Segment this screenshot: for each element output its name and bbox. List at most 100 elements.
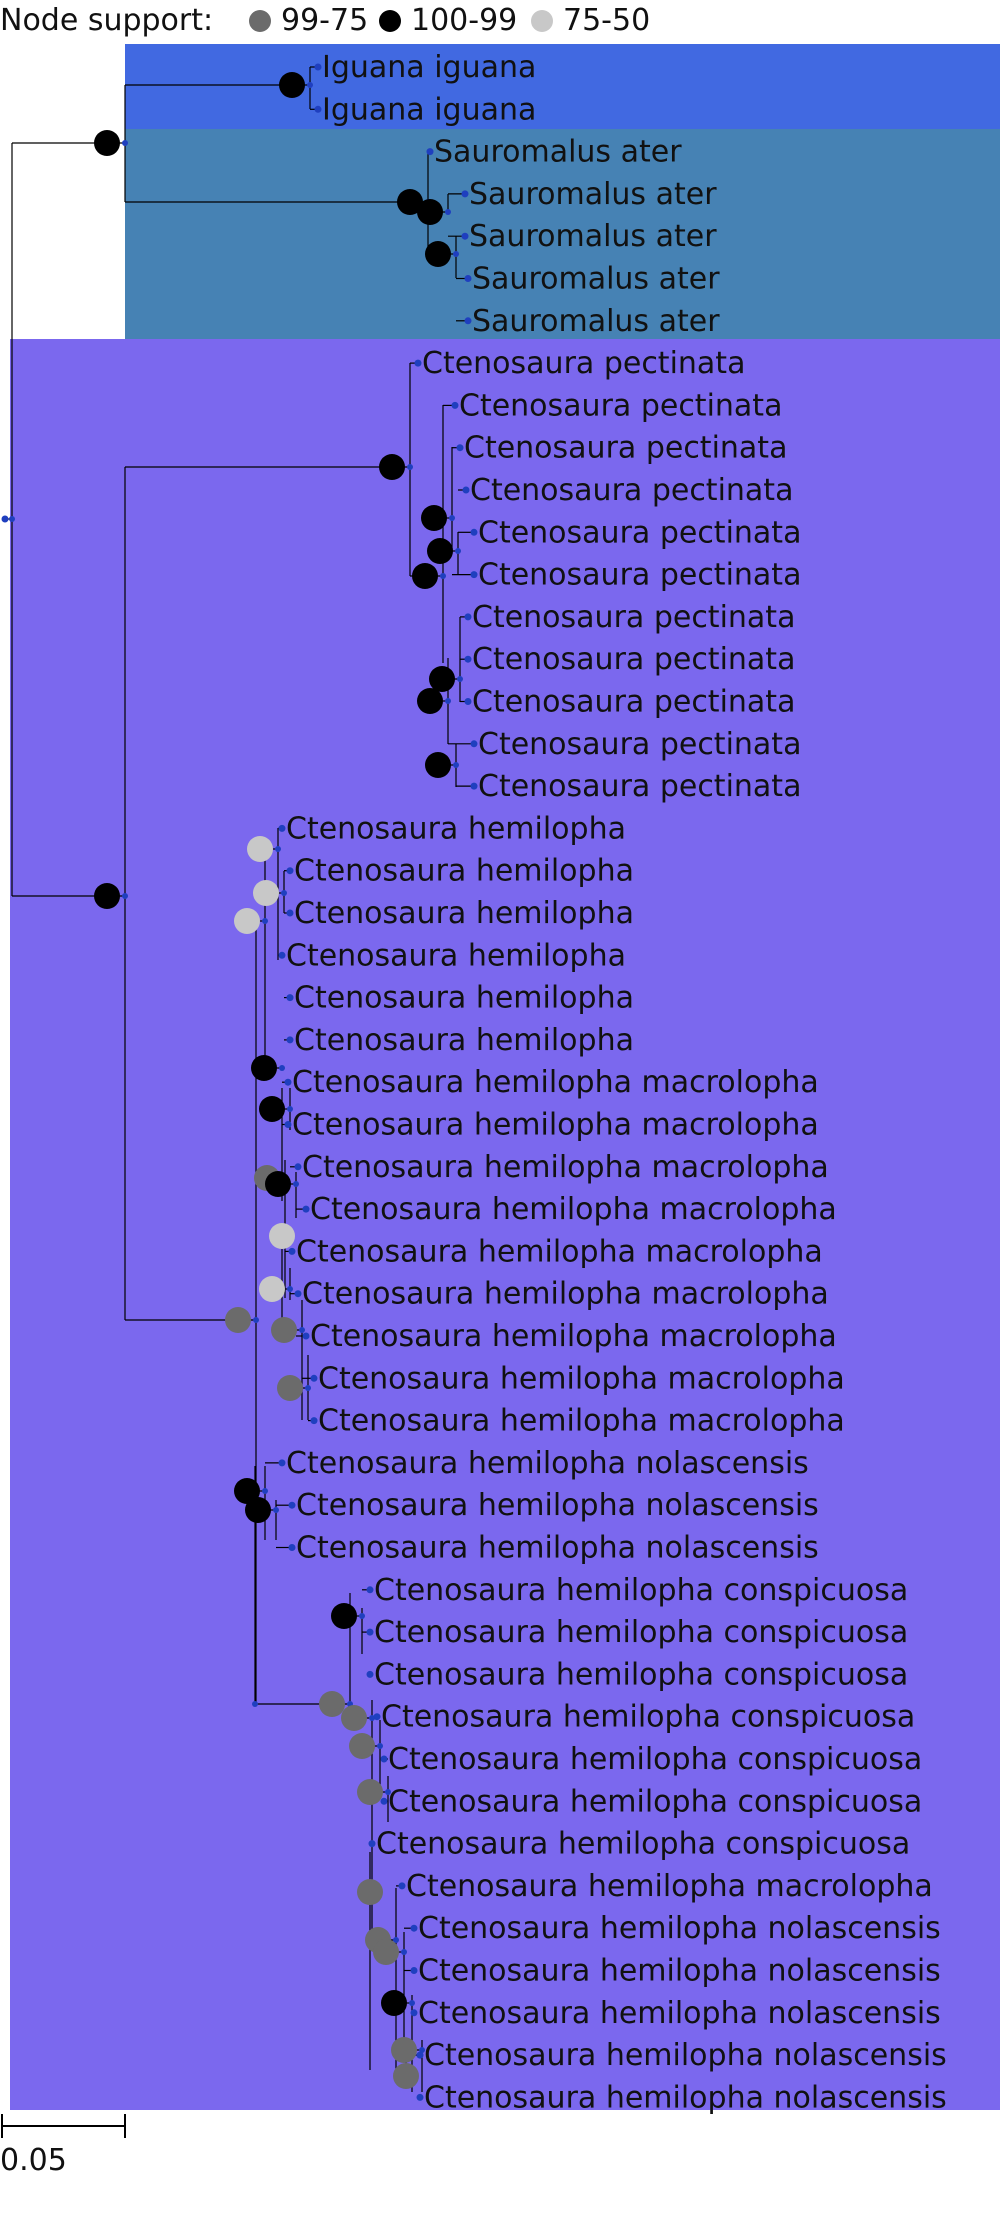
- tip-dot: [366, 1670, 374, 1678]
- support-node-icon: [425, 752, 451, 778]
- legend-swatch-75-50-icon: [531, 10, 553, 32]
- support-node-icon: [279, 72, 305, 98]
- tip-dot: [464, 275, 472, 282]
- tip-label: Ctenosaura hemilopha: [294, 1023, 634, 1058]
- tip-label: Ctenosaura hemilopha nolascensis: [296, 1488, 819, 1523]
- tip-dot: [456, 444, 464, 452]
- tip-label: Ctenosaura hemilopha nolascensis: [418, 1954, 941, 1989]
- iguana-clade-highlight: [125, 44, 1000, 129]
- tip-label: Ctenosaura pectinata: [478, 727, 801, 762]
- tip-dot: [416, 2051, 424, 2059]
- tip-label: Ctenosaura hemilopha macrolopha: [292, 1065, 819, 1100]
- tip-label: Ctenosaura hemilopha nolascensis: [418, 1911, 941, 1946]
- ctenosaura-clade-highlight: [10, 339, 1000, 2110]
- support-node-icon: [429, 666, 455, 692]
- scale-bar-label: 0.05: [0, 2143, 67, 2178]
- tip-label: Ctenosaura hemilopha macrolopha: [292, 1108, 819, 1143]
- tip-dot: [464, 698, 472, 705]
- support-node-icon: [393, 2063, 419, 2089]
- tip-dot: [366, 1586, 374, 1594]
- node-dot: [281, 890, 287, 896]
- node-dot: [262, 1488, 268, 1494]
- tip-label: Sauromalus ater: [434, 135, 682, 170]
- tip-label: Sauromalus ater: [472, 262, 720, 297]
- tip-dot: [286, 867, 294, 875]
- support-node-icon: [421, 505, 447, 531]
- support-node-icon: [391, 2037, 417, 2063]
- tip-dot: [288, 1501, 296, 1509]
- support-node-icon: [412, 563, 438, 589]
- tip-dot: [464, 317, 472, 325]
- node-dot: [385, 1789, 391, 1795]
- node-dot: [287, 1286, 293, 1292]
- tip-label: Ctenosaura hemilopha macrolopha: [406, 1869, 933, 1904]
- node-dot: [455, 548, 461, 554]
- node-dot: [419, 2047, 425, 2053]
- node-dot: [409, 2000, 415, 2006]
- tip-dot: [294, 1163, 302, 1171]
- tip-label: Ctenosaura hemilopha macrolopha: [296, 1234, 823, 1269]
- tip-label: Iguana iguana: [322, 50, 536, 85]
- support-node-icon: [234, 1478, 260, 1504]
- support-node-icon: [245, 1497, 271, 1523]
- support-node-icon: [349, 1733, 375, 1759]
- sauromalus-clade-highlight: [125, 129, 1000, 339]
- legend-label-99-75: 99-75: [281, 3, 368, 38]
- tip-label: Ctenosaura hemilopha nolascensis: [424, 2080, 947, 2115]
- tip-dot: [368, 1840, 376, 1848]
- tip-label: Ctenosaura hemilopha conspicuosa: [374, 1615, 908, 1650]
- tip-dot: [416, 2093, 424, 2101]
- tip-label: Ctenosaura hemilopha macrolopha: [302, 1150, 829, 1185]
- support-node-icon: [269, 1223, 295, 1249]
- support-node-icon: [225, 1307, 251, 1333]
- support-node-icon: [271, 1317, 297, 1343]
- node-dot: [369, 1715, 375, 1721]
- tip-label: Ctenosaura pectinata: [472, 600, 795, 635]
- tip-label: Ctenosaura hemilopha nolascensis: [424, 2038, 947, 2073]
- legend-swatch-99-75-icon: [249, 10, 271, 32]
- support-nodes: [94, 72, 455, 2089]
- tip-label: Ctenosaura hemilopha conspicuosa: [376, 1827, 910, 1862]
- tip-dot: [410, 1967, 418, 1974]
- tip-dot: [286, 994, 294, 1002]
- tip-dot: [414, 359, 422, 367]
- tip-label: Ctenosaura hemilopha macrolopha: [318, 1404, 845, 1439]
- tip-label: Ctenosaura pectinata: [472, 642, 795, 677]
- tip-dot: [380, 1797, 388, 1805]
- tip-dot: [461, 190, 469, 198]
- node-dot: [273, 1507, 279, 1513]
- tip-label: Ctenosaura hemilopha nolascensis: [296, 1531, 819, 1566]
- legend-label-75-50: 75-50: [563, 3, 650, 38]
- support-node-icon: [397, 189, 423, 215]
- tip-label: Ctenosaura hemilopha macrolopha: [318, 1361, 845, 1396]
- tip-dot: [470, 740, 478, 748]
- tip-dot: [302, 1205, 310, 1213]
- tip-label: Ctenosaura hemilopha: [294, 854, 634, 889]
- support-node-icon: [357, 1779, 383, 1805]
- node-dot: [122, 893, 128, 899]
- tip-dot: [410, 2009, 418, 2017]
- tip-dot: [278, 951, 286, 959]
- node-dot: [287, 1106, 293, 1112]
- legend-swatch-100-99-icon: [379, 10, 401, 32]
- support-node-icon: [277, 1375, 303, 1401]
- tip-dot: [314, 63, 322, 71]
- tip-label: Ctenosaura pectinata: [478, 515, 801, 550]
- node-dot: [293, 1181, 299, 1187]
- node-dot: [393, 1937, 399, 1943]
- tip-dot: [410, 1924, 418, 1932]
- node-dot: [279, 1065, 285, 1071]
- support-node-icon: [425, 241, 451, 267]
- node-dot: [299, 1327, 305, 1333]
- tip-dot: [286, 909, 294, 917]
- tip-label: Sauromalus ater: [472, 304, 720, 339]
- tip-dot: [314, 105, 322, 113]
- tip-markers: [1, 63, 478, 2101]
- tip-dot: [284, 1078, 292, 1086]
- tip-label: Ctenosaura hemilopha macrolopha: [302, 1277, 829, 1312]
- node-dot: [377, 1743, 383, 1749]
- node-dot: [457, 676, 463, 682]
- tip-dot: [462, 486, 470, 494]
- node-dot: [445, 698, 451, 704]
- tip-dot: [310, 1417, 318, 1425]
